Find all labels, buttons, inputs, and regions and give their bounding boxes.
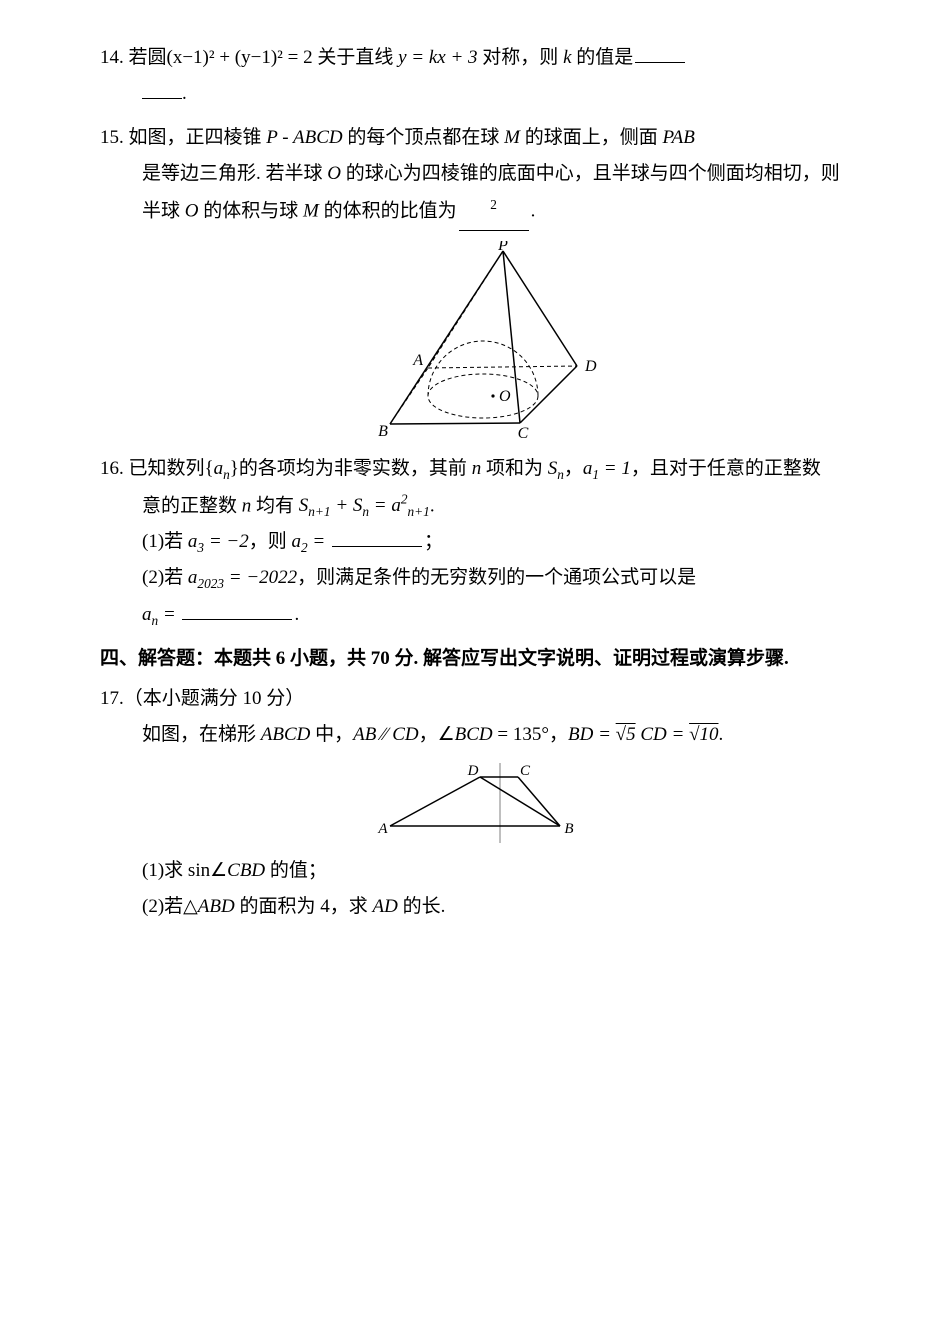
q15-var-m: M <box>504 127 520 148</box>
q16-var-n: n <box>472 458 482 479</box>
q16-text-d2: 意的正整数 <box>142 495 242 516</box>
q14-formula-a: (x−1)² + (y−1)² = 2 <box>167 47 313 68</box>
q17-parallel: AB ∕∕ CD <box>353 724 418 745</box>
q17-p2-ask: AD <box>373 896 398 917</box>
svg-text:B: B <box>564 821 573 837</box>
q16-text-d: ，且对于任意的正整数 <box>631 458 821 479</box>
q17-figure: D C A B <box>100 763 850 843</box>
q16-p1-a: 若 <box>164 531 183 552</box>
q15-blank: 2 <box>459 192 529 230</box>
q16-seq: {an} <box>205 458 239 479</box>
q17-p1-ask: sin∠CBD <box>188 860 265 881</box>
q16-p1-label: (1) <box>142 531 164 552</box>
question-16: 16. 已知数列{an}的各项均为非零实数，其前 n 项和为 Sn，a1 = 1… <box>100 451 850 633</box>
q16-recur: Sn+1 + Sn = a2n+1 <box>299 495 430 516</box>
q16-comma: ， <box>564 458 583 479</box>
svg-text:A: A <box>412 352 423 369</box>
svg-text:B: B <box>378 423 388 440</box>
question-17: 17.（本小题满分 10 分） 如图，在梯形 ABCD 中，AB ∕∕ CD，∠… <box>100 681 850 925</box>
q16-p1-ask: a2 = <box>292 531 326 552</box>
q15-var-o2: O <box>185 201 199 222</box>
q17-angle: ∠BCD = 135° <box>438 724 549 745</box>
q15-text-g: 的体积的比值为 <box>324 201 457 222</box>
question-15: 15. 如图，正四棱锥 P - ABCD 的每个顶点都在球 M 的球面上，侧面 … <box>100 120 850 441</box>
q16-p1-cond: a3 = −2 <box>188 531 249 552</box>
q15-text-b: 的每个顶点都在球 <box>347 127 499 148</box>
q15-var-m2: M <box>303 201 319 222</box>
svg-text:P: P <box>497 241 508 254</box>
q16-sn: Sn <box>548 458 564 479</box>
q15-text-f: 的体积与球 <box>203 201 298 222</box>
q17-p2-tri: △ABD <box>183 896 235 917</box>
q14-formula-b: y = kx + 3 <box>398 47 477 68</box>
q16-number: 16. <box>100 458 124 479</box>
q16-p2-cond: a2023 = −2022 <box>188 567 297 588</box>
q14-text-b: 关于直线 <box>317 47 393 68</box>
q14-text-c: 对称，则 <box>482 47 558 68</box>
q15-figure: P A B C D O <box>100 241 850 441</box>
q17-score: （本小题满分 10 分） <box>124 688 305 709</box>
svg-text:C: C <box>520 763 531 779</box>
q15-formula-a: P - ABCD <box>266 127 342 148</box>
q15-text-d: 是等边三角形. 若半球 <box>142 163 323 184</box>
q16-p1-blank <box>332 528 422 547</box>
q15-text-c: 的球面上，侧面 <box>525 127 658 148</box>
q14-var-k: k <box>563 47 571 68</box>
q16-p2-blank <box>182 601 292 620</box>
svg-text:A: A <box>377 821 388 837</box>
svg-text:D: D <box>467 763 479 779</box>
q14-blank <box>635 44 685 63</box>
q16-p2-label: (2) <box>142 567 164 588</box>
svg-text:C: C <box>518 425 529 441</box>
q17-number: 17. <box>100 688 124 709</box>
question-14: 14. 若圆(x−1)² + (y−1)² = 2 关于直线 y = kx + … <box>100 40 850 112</box>
section-4-heading: 四、解答题：本题共 6 小题，共 70 分. 解答应写出文字说明、证明过程或演算… <box>100 641 850 677</box>
q15-var-pab: PAB <box>662 127 694 148</box>
q14-blank-cont <box>142 82 182 99</box>
q16-a1: a1 = 1 <box>583 458 631 479</box>
q14-text-d: 的值是 <box>576 47 633 68</box>
svg-text:D: D <box>584 358 597 375</box>
q15-number: 15. <box>100 127 124 148</box>
q17-text-a: 如图，在梯形 <box>142 724 256 745</box>
q17-p1-label: (1) <box>142 860 164 881</box>
q15-text-a: 如图，正四棱锥 <box>129 127 262 148</box>
q14-period: . <box>182 83 187 104</box>
q16-p2-a: 若 <box>164 567 183 588</box>
q16-text-b: 的各项均为非零实数，其前 <box>239 458 467 479</box>
q15-period: . <box>531 201 536 222</box>
q16-p2-ask: an = <box>142 604 176 625</box>
q17-shape: ABCD <box>261 724 311 745</box>
q16-text-a: 已知数列 <box>129 458 205 479</box>
q17-eq: BD = √5 CD = √10 <box>568 724 719 745</box>
q17-p2-label: (2) <box>142 896 164 917</box>
q16-text-e: 均有 <box>256 495 294 516</box>
pyramid-hemisphere-svg: P A B C D O <box>315 241 635 441</box>
trapezoid-svg: D C A B <box>345 763 605 843</box>
q14-number: 14. <box>100 47 124 68</box>
q15-var-o: O <box>327 163 341 184</box>
q17-text-b: 中， <box>315 724 353 745</box>
q16-text-c: 项和为 <box>486 458 543 479</box>
q14-text-a: 若圆 <box>129 47 167 68</box>
svg-text:O: O <box>499 388 511 405</box>
